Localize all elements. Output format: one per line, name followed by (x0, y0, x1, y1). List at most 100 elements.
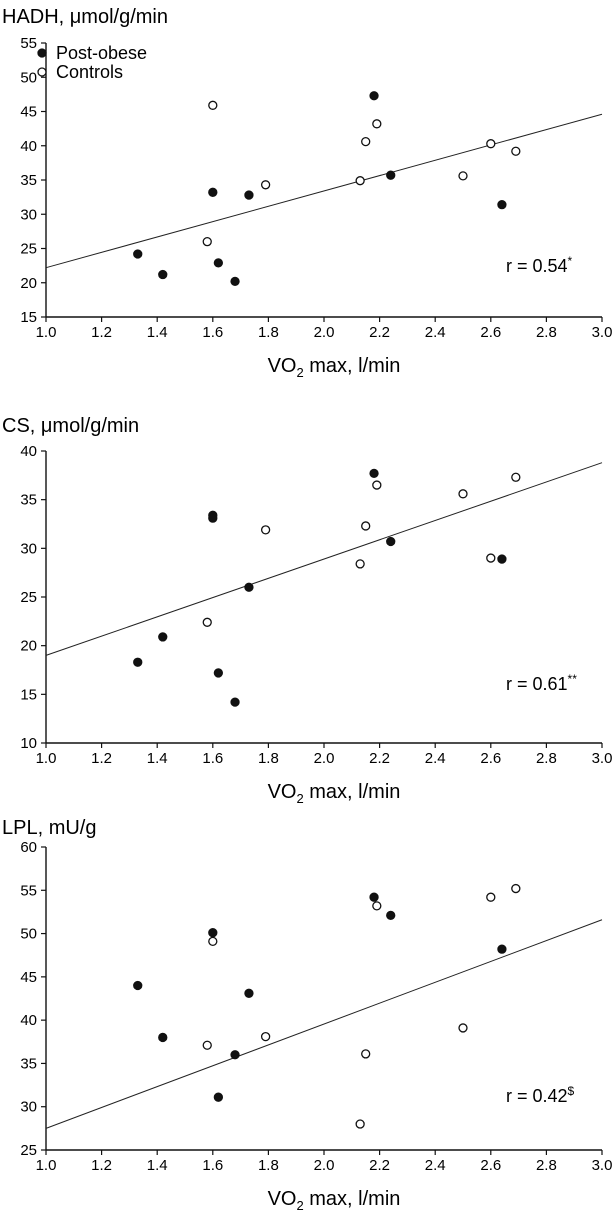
lpl-y-tick-label: 50 (20, 926, 37, 943)
cs-correlation-value: r = 0.61 (506, 674, 568, 694)
lpl-post-obese-point (230, 1050, 240, 1060)
lpl-post-obese-point (133, 980, 143, 991)
cs-x-axis-label-sub: 2 (296, 791, 303, 806)
cs-post-obese-point (208, 513, 218, 523)
hadh-x-tick-label: 2.0 (314, 324, 335, 341)
lpl-y-tick-label: 30 (20, 1099, 37, 1116)
cs-x-tick-label: 3.0 (592, 750, 613, 767)
hadh-legend-label-post-obese: Post-obese (56, 43, 147, 63)
lpl-controls-point (361, 1049, 371, 1059)
cs-x-tick-label: 2.6 (480, 750, 501, 767)
lpl-x-tick-label: 2.2 (369, 1157, 390, 1174)
lpl-controls-point (208, 936, 218, 947)
cs-x-tick-label: 2.0 (314, 750, 335, 767)
hadh-x-tick-label: 2.6 (480, 324, 501, 341)
cs-y-tick-label: 10 (20, 735, 37, 752)
lpl-y-tick-label: 35 (20, 1055, 37, 1072)
cs-x-tick-label: 1.2 (91, 750, 112, 767)
cs-post-obese-point (244, 582, 254, 592)
hadh-y-tick-label: 35 (20, 172, 37, 189)
lpl-y-tick-label: 45 (20, 969, 37, 986)
lpl-y-tick-label: 25 (20, 1142, 37, 1159)
hadh-chart-title: HADH, μmol/g/min (2, 6, 168, 28)
hadh-controls-point (372, 119, 382, 129)
hadh-x-tick-label: 1.4 (147, 324, 168, 341)
cs-controls-point (486, 553, 496, 563)
lpl-controls-point (511, 883, 521, 894)
hadh-y-tick-label: 15 (20, 309, 37, 326)
lpl-x-tick-label: 1.8 (258, 1157, 279, 1174)
hadh-controls-point (511, 146, 521, 156)
lpl-x-tick-label: 2.4 (425, 1157, 446, 1174)
hadh-post-obese-point (386, 170, 396, 180)
lpl-x-tick-label: 2.8 (536, 1157, 557, 1174)
cs-x-axis-label: VO2 max, l/min (268, 781, 401, 806)
hadh-legend-marker-controls (37, 67, 47, 77)
hadh-post-obese-point (208, 187, 218, 197)
lpl-correlation-significance: $ (568, 1084, 575, 1098)
hadh-controls-point (458, 171, 468, 181)
cs-controls-point (260, 525, 271, 535)
hadh-controls-point (486, 139, 496, 149)
hadh-post-obese-point (369, 91, 379, 101)
lpl-controls-point (458, 1023, 468, 1033)
lpl-controls-point (486, 892, 496, 902)
lpl-post-obese-point (386, 910, 396, 921)
hadh-controls-point (202, 236, 212, 247)
hadh-post-obese-point (213, 258, 224, 268)
lpl-x-tick-label: 1.2 (91, 1157, 112, 1174)
cs-x-tick-label: 1.4 (147, 750, 168, 767)
cs-controls-point (202, 617, 212, 627)
lpl-x-tick-label: 1.6 (202, 1157, 223, 1174)
lpl-x-axis-label-sub: 2 (296, 1198, 303, 1212)
hadh-controls-point (355, 176, 365, 186)
cs-y-tick-label: 30 (20, 540, 37, 557)
hadh-legend-label-controls: Controls (56, 62, 123, 82)
hadh-controls-point (260, 180, 271, 190)
hadh-x-tick-label: 2.4 (425, 324, 446, 341)
cs-post-obese-point (386, 536, 396, 547)
hadh-y-tick-label: 55 (20, 35, 37, 52)
cs-regression-line (45, 462, 603, 656)
hadh-x-axis-label-sub: 2 (296, 365, 303, 380)
cs-x-axis-label-main: VO (268, 781, 297, 803)
lpl-controls-point (355, 1119, 365, 1129)
hadh-x-tick-label: 1.0 (36, 324, 57, 341)
lpl-correlation-value: r = 0.42 (506, 1086, 568, 1106)
hadh-regression-line (45, 113, 603, 269)
hadh-y-tick-label: 50 (20, 69, 37, 86)
hadh-x-tick-label: 2.2 (369, 324, 390, 341)
cs-controls-point (372, 480, 382, 490)
lpl-post-obese-point (369, 892, 379, 902)
hadh-x-tick-label: 3.0 (592, 324, 613, 341)
lpl-y-tick-label: 55 (20, 882, 37, 899)
hadh-x-axis-label-rest: max, l/min (304, 355, 401, 377)
lpl-x-tick-label: 1.0 (36, 1157, 57, 1174)
lpl-post-obese-point (497, 944, 507, 954)
cs-post-obese-point (369, 468, 379, 479)
hadh-x-tick-label: 1.6 (202, 324, 223, 341)
hadh-y-tick-label: 40 (20, 138, 37, 155)
hadh-y-tick-label: 20 (20, 275, 37, 292)
hadh-x-tick-label: 1.2 (91, 324, 112, 341)
lpl-chart-panel: LPL, mU/g 25 30 35 40 45 50 55 60 1.0 1.2 1.4 1.6 1.… (2, 817, 612, 1212)
lpl-x-axis-label-rest: max, l/min (304, 1188, 401, 1210)
lpl-post-obese-point (208, 928, 218, 938)
cs-correlation-significance: ** (568, 672, 578, 686)
lpl-x-tick-label: 2.6 (480, 1157, 501, 1174)
cs-x-tick-label: 1.8 (258, 750, 279, 767)
cs-x-tick-label: 2.4 (425, 750, 446, 767)
lpl-x-axis-label: VO2 max, l/min (268, 1188, 401, 1212)
hadh-controls-point (208, 100, 218, 110)
lpl-post-obese-point (213, 1092, 224, 1102)
hadh-x-tick-label: 1.8 (258, 324, 279, 341)
cs-y-tick-label: 25 (20, 589, 37, 606)
cs-y-tick-label: 20 (20, 638, 37, 655)
lpl-controls-point (260, 1031, 271, 1042)
cs-post-obese-point (133, 657, 143, 667)
hadh-x-axis-label-main: VO (268, 355, 297, 377)
hadh-post-obese-point (158, 269, 168, 280)
cs-controls-point (355, 559, 365, 569)
hadh-x-axis-label: VO2 max, l/min (268, 355, 401, 380)
